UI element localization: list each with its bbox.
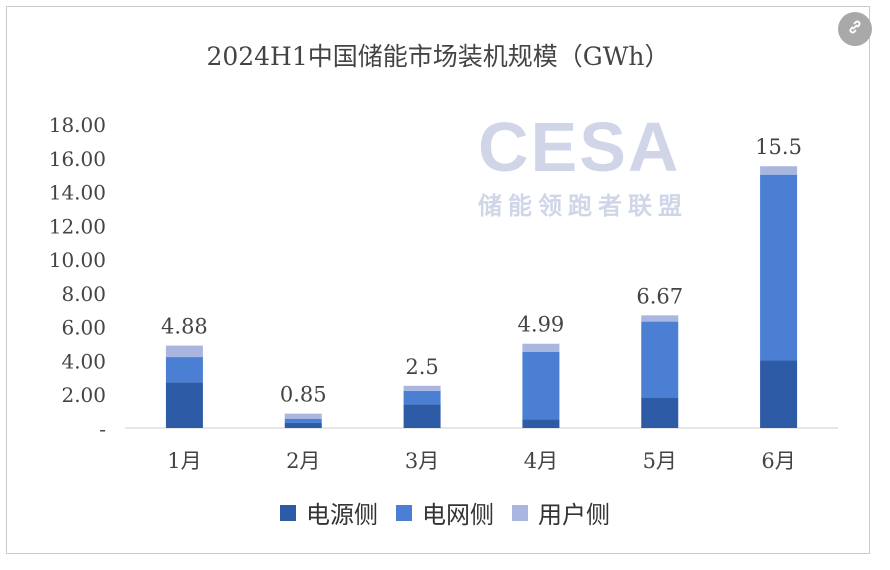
x-tick-label: 1月 — [167, 449, 201, 473]
legend-item-user-side: 用户侧 — [512, 495, 610, 530]
legend-item-grid-side: 电网侧 — [396, 495, 494, 530]
legend-item-source-side: 电源侧 — [280, 495, 378, 530]
y-tick-label: 6.00 — [61, 316, 106, 340]
bar-grid-side — [403, 390, 441, 405]
bar-grid-side — [760, 174, 798, 361]
y-tick-label: 14.00 — [49, 181, 106, 205]
bar-grid-side — [165, 357, 203, 383]
bar-user-side — [641, 315, 679, 322]
y-tick-label: - — [99, 417, 106, 441]
bar-grid-side — [284, 418, 322, 423]
chart-frame: 2024H1中国储能市场装机规模（GWh） — [6, 6, 870, 554]
y-tick-label: 18.00 — [49, 113, 106, 137]
bar-source-side — [522, 419, 560, 428]
bar-grid-side — [641, 321, 679, 398]
bar-source-side — [284, 422, 322, 428]
legend-swatch-source-side — [280, 504, 296, 521]
bar-user-side — [284, 413, 322, 419]
data-label-total: 6.67 — [636, 284, 683, 308]
bar-source-side — [165, 382, 203, 428]
data-label-total: 15.5 — [755, 135, 802, 159]
bar-source-side — [760, 360, 798, 428]
x-tick-label: 3月 — [405, 449, 439, 473]
x-tick-label: 5月 — [643, 449, 677, 473]
legend-swatch-grid-side — [396, 504, 412, 521]
bar-grid-side — [522, 352, 560, 420]
y-tick-label: 10.00 — [49, 248, 106, 272]
y-tick-label: 8.00 — [61, 282, 106, 306]
legend-label-user-side: 用户侧 — [538, 501, 610, 529]
bar-user-side — [403, 385, 441, 391]
y-tick-label: 2.00 — [61, 383, 106, 407]
data-label-total: 4.99 — [518, 313, 565, 337]
chart-title: 2024H1中国储能市场装机规模（GWh） — [206, 42, 670, 71]
x-tick-label: 6月 — [761, 449, 795, 473]
bar-source-side — [641, 397, 679, 428]
bar-user-side — [165, 345, 203, 358]
data-label-total: 2.5 — [405, 355, 438, 379]
legend-swatch-user-side — [512, 504, 528, 521]
legend-label-grid-side: 电网侧 — [422, 501, 494, 529]
chart-legend: 电源侧 电网侧 用户侧 — [0, 495, 890, 530]
x-tick-label: 4月 — [524, 449, 558, 473]
legend-label-source-side: 电源侧 — [306, 501, 378, 529]
y-tick-label: 16.00 — [49, 147, 106, 171]
y-tick-label: 12.00 — [49, 214, 106, 238]
bar-user-side — [522, 343, 560, 352]
data-label-total: 0.85 — [280, 383, 327, 407]
data-label-total: 4.88 — [161, 315, 208, 339]
x-tick-label: 2月 — [286, 449, 320, 473]
link-icon — [846, 18, 864, 40]
y-tick-label: 4.00 — [61, 349, 106, 373]
bar-user-side — [760, 166, 798, 175]
link-button[interactable] — [838, 12, 872, 46]
bar-source-side — [403, 404, 441, 428]
